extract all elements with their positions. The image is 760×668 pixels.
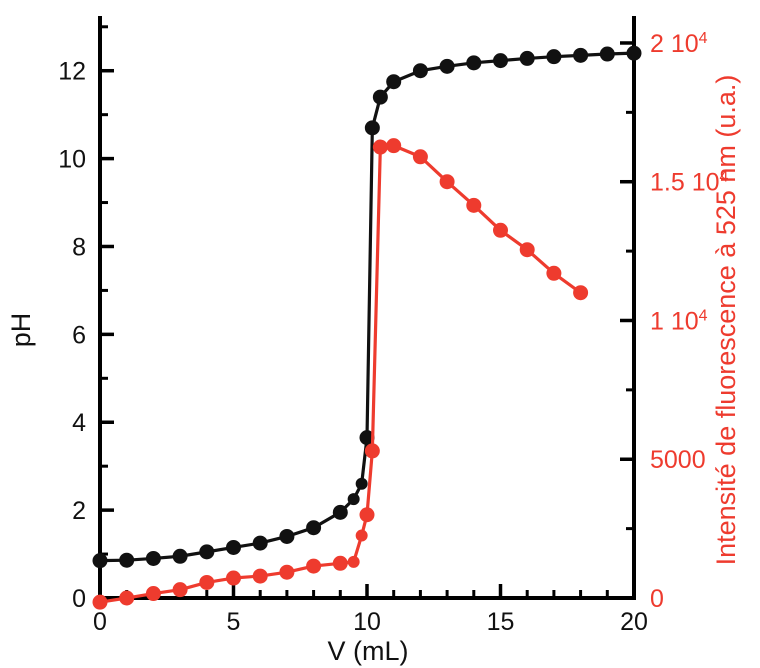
data-point [466,197,482,213]
data-point [439,174,455,190]
bottom-tick-label: 20 [620,608,648,636]
data-point [332,555,348,571]
data-point [412,149,428,165]
data-point [546,49,562,65]
left-tick-label: 2 [72,497,86,525]
data-point [119,552,135,568]
data-point [386,138,402,154]
left-tick-label: 8 [72,233,86,261]
right-tick-label: 1.5 104 [650,169,729,197]
data-point [332,504,348,520]
data-point [252,568,268,584]
bottom-axis-ticklabels: 0 5 10 15 20 [93,608,648,636]
data-point [355,477,368,490]
data-point [519,50,535,66]
data-point [364,443,380,459]
data-point [439,58,455,74]
right-tick-label: 2 104 [650,30,708,58]
bottom-tick-label: 0 [93,608,107,636]
data-point [199,544,215,560]
data-point [466,55,482,71]
data-point [359,430,375,446]
data-point [359,507,375,523]
left-tick-label: 0 [72,585,86,613]
data-point [306,520,322,536]
data-point [252,535,268,551]
bottom-tick-label: 15 [487,608,515,636]
data-point [372,89,388,105]
data-series-layer [92,45,642,610]
data-point [119,590,135,606]
left-axis-ticks [100,25,114,600]
left-axis-title: pH [6,313,36,348]
data-point [626,45,642,61]
left-axis-ticklabels: 0 2 4 6 8 10 12 [58,58,86,613]
data-point [412,63,428,79]
data-point [386,74,402,90]
right-axis-ticks [620,41,634,600]
left-tick-label: 4 [72,409,86,437]
data-point [347,493,360,506]
data-point [226,570,241,586]
left-tick-label: 10 [58,146,86,174]
data-point [347,555,360,568]
right-axis-title: Intensité de fluorescence à 525 nm (u.a.… [711,75,741,566]
data-point [519,242,535,258]
data-point [493,53,508,69]
data-point [279,564,295,580]
series-ph [92,45,642,569]
right-tick-label: 0 [650,585,664,613]
data-point [599,46,615,62]
x-axis-title: V (mL) [328,636,409,666]
data-point [279,528,295,544]
series-line [98,144,583,604]
data-point [364,120,380,136]
data-point [546,265,562,281]
right-tick-label: 5000 [650,446,706,474]
bottom-tick-label: 10 [353,608,381,636]
data-point [145,586,161,602]
bottom-tick-label: 5 [227,608,241,636]
data-point [226,539,241,555]
left-tick-label: 6 [72,321,86,349]
series-fluorescence [92,138,589,610]
data-point [306,558,322,574]
left-tick-label: 12 [58,58,86,86]
data-point [573,285,589,301]
data-point [493,222,508,238]
right-tick-label: 1 104 [650,307,708,335]
data-point [372,139,388,155]
data-point [92,594,108,610]
data-point [92,553,108,569]
data-point [355,529,368,542]
data-point [145,550,161,566]
data-point [573,47,589,63]
right-axis-ticklabels: 0 5000 1 104 1.5 104 2 104 [650,30,729,613]
data-point [199,574,215,590]
data-point [172,548,188,564]
data-point [172,582,188,598]
